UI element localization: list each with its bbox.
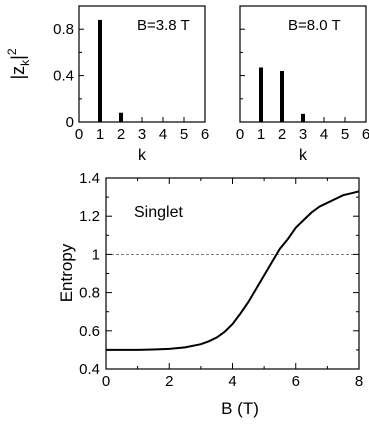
y-tick-label: 1.2 <box>79 208 100 225</box>
x-tick-label: 8 <box>355 373 363 390</box>
panel-1-tick-labels: 0 1 2 3 4 5 600.40.8 <box>53 21 209 143</box>
panel-1-annotation: B=3.8 T <box>137 17 190 34</box>
panel-1: 0 1 2 3 4 5 600.40.8 B=3.8 T k |zk|2 <box>5 5 209 164</box>
y-tick-label: 0.4 <box>79 361 100 378</box>
y-tick-label: 0.8 <box>53 21 74 38</box>
bar <box>280 70 284 122</box>
panel-3-ticks <box>105 177 360 370</box>
x-tick-label: 2 <box>278 126 286 143</box>
entropy-curve <box>106 190 360 351</box>
x-tick-label: 0 <box>102 373 110 390</box>
bar <box>301 113 305 122</box>
bar <box>119 112 123 122</box>
panel-2-xlabel: k <box>299 147 308 164</box>
y-tick-label: 0.6 <box>79 323 100 340</box>
panel-1-ylabel: |zk|2 <box>5 48 32 79</box>
panel-1-xlabel: k <box>138 147 147 164</box>
panel-3-ylabel: Entropy <box>57 243 76 302</box>
x-tick-label: 4 <box>228 373 236 390</box>
x-tick-label: 2 <box>165 373 173 390</box>
x-tick-label: 4 <box>159 126 167 143</box>
bar <box>259 67 263 122</box>
x-tick-label: 1 <box>257 126 265 143</box>
panel-2-annotation: B=8.0 T <box>288 17 341 34</box>
x-tick-label: 1 <box>96 126 104 143</box>
x-tick-label: 6 <box>362 126 369 143</box>
x-tick-label: 0 <box>236 126 244 143</box>
x-tick-label: 4 <box>320 126 328 143</box>
panel-1-ticks <box>78 5 206 123</box>
x-tick-label: 0 <box>75 126 83 143</box>
panel-3-tick-labels: 0 2 4 6 8 0.4 0.6 0.8 1 1.2 1.4 <box>79 170 363 390</box>
x-tick-label: 6 <box>201 126 209 143</box>
bar <box>140 121 144 123</box>
x-tick-label: 5 <box>180 126 188 143</box>
x-tick-label: 6 <box>292 373 300 390</box>
x-tick-label: 2 <box>117 126 125 143</box>
y-tick-label: 0.4 <box>53 68 74 85</box>
x-tick-label: 3 <box>138 126 146 143</box>
x-tick-label: 3 <box>299 126 307 143</box>
panel-1-bars <box>98 19 144 123</box>
x-tick-label: 5 <box>341 126 349 143</box>
panel-3: 0 2 4 6 8 0.4 0.6 0.8 1 1.2 1.4 Singlet B (T) Entr… <box>57 170 363 418</box>
y-tick-label: 1 <box>92 246 100 263</box>
panel-3-annotation: Singlet <box>134 204 183 221</box>
panel-2-bars <box>259 67 305 122</box>
y-tick-label: 0 <box>66 114 74 131</box>
y-tick-label: 0.8 <box>79 285 100 302</box>
panel-3-xlabel: B (T) <box>221 399 259 418</box>
y-tick-label: 1.4 <box>79 170 100 187</box>
bar <box>98 19 102 123</box>
